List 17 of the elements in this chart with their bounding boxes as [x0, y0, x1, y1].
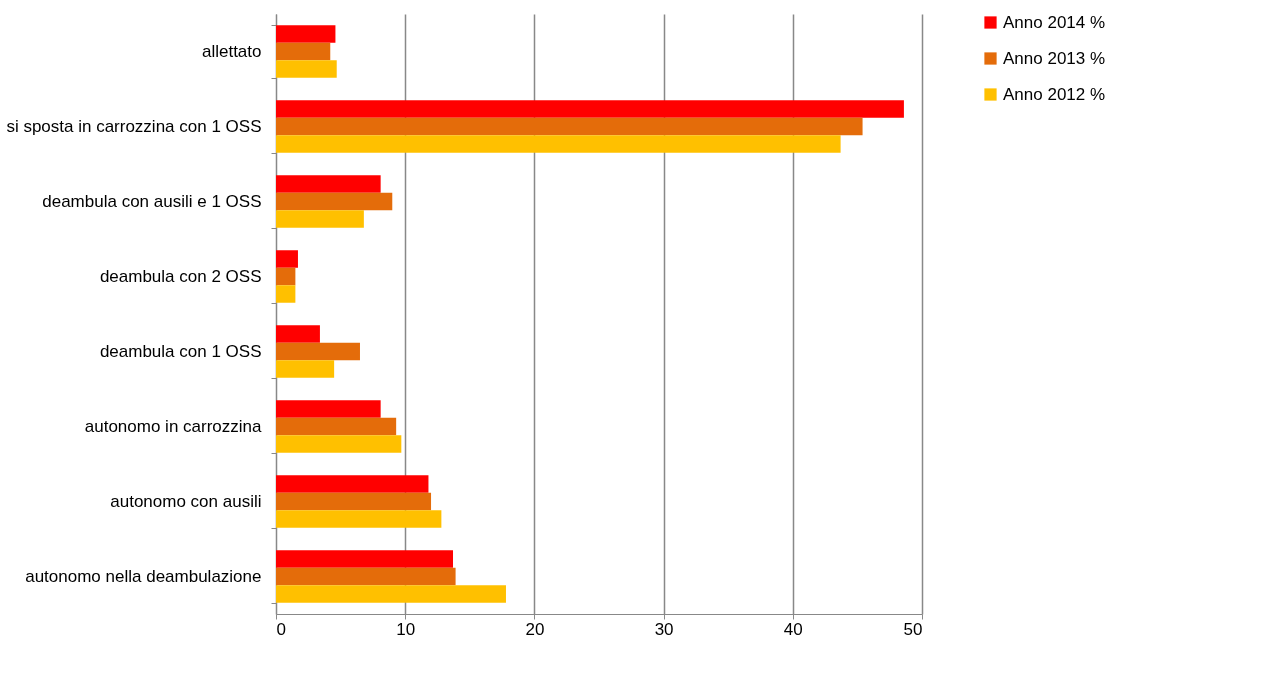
- y-tick-label: autonomo con ausili: [110, 492, 262, 511]
- legend-label: Anno 2014 %: [1003, 12, 1106, 32]
- legend-label: Anno 2012 %: [1003, 84, 1106, 104]
- x-tick-label: 10: [396, 619, 416, 639]
- x-tick-label: 50: [903, 619, 923, 639]
- y-tick-label: allettato: [201, 42, 262, 61]
- y-tick-label: autonomo in carrozzina: [84, 417, 263, 436]
- y-tick-label: deambula con 1 OSS: [99, 342, 262, 361]
- y-tick-label: deambula con 2 OSS: [99, 267, 262, 286]
- x-tick-label: 40: [783, 619, 803, 639]
- y-tick-label: deambula con ausili e 1 OSS: [42, 192, 262, 211]
- y-tick-label: si sposta in carrozzina con 1 OSS: [6, 117, 262, 136]
- x-tick-label: 30: [654, 619, 674, 639]
- legend-label: Anno 2013 %: [1003, 48, 1106, 68]
- y-tick-label: autonomo nella deambulazione: [25, 567, 262, 586]
- x-tick-label: 20: [525, 619, 545, 639]
- x-tick-label: 0: [276, 619, 286, 639]
